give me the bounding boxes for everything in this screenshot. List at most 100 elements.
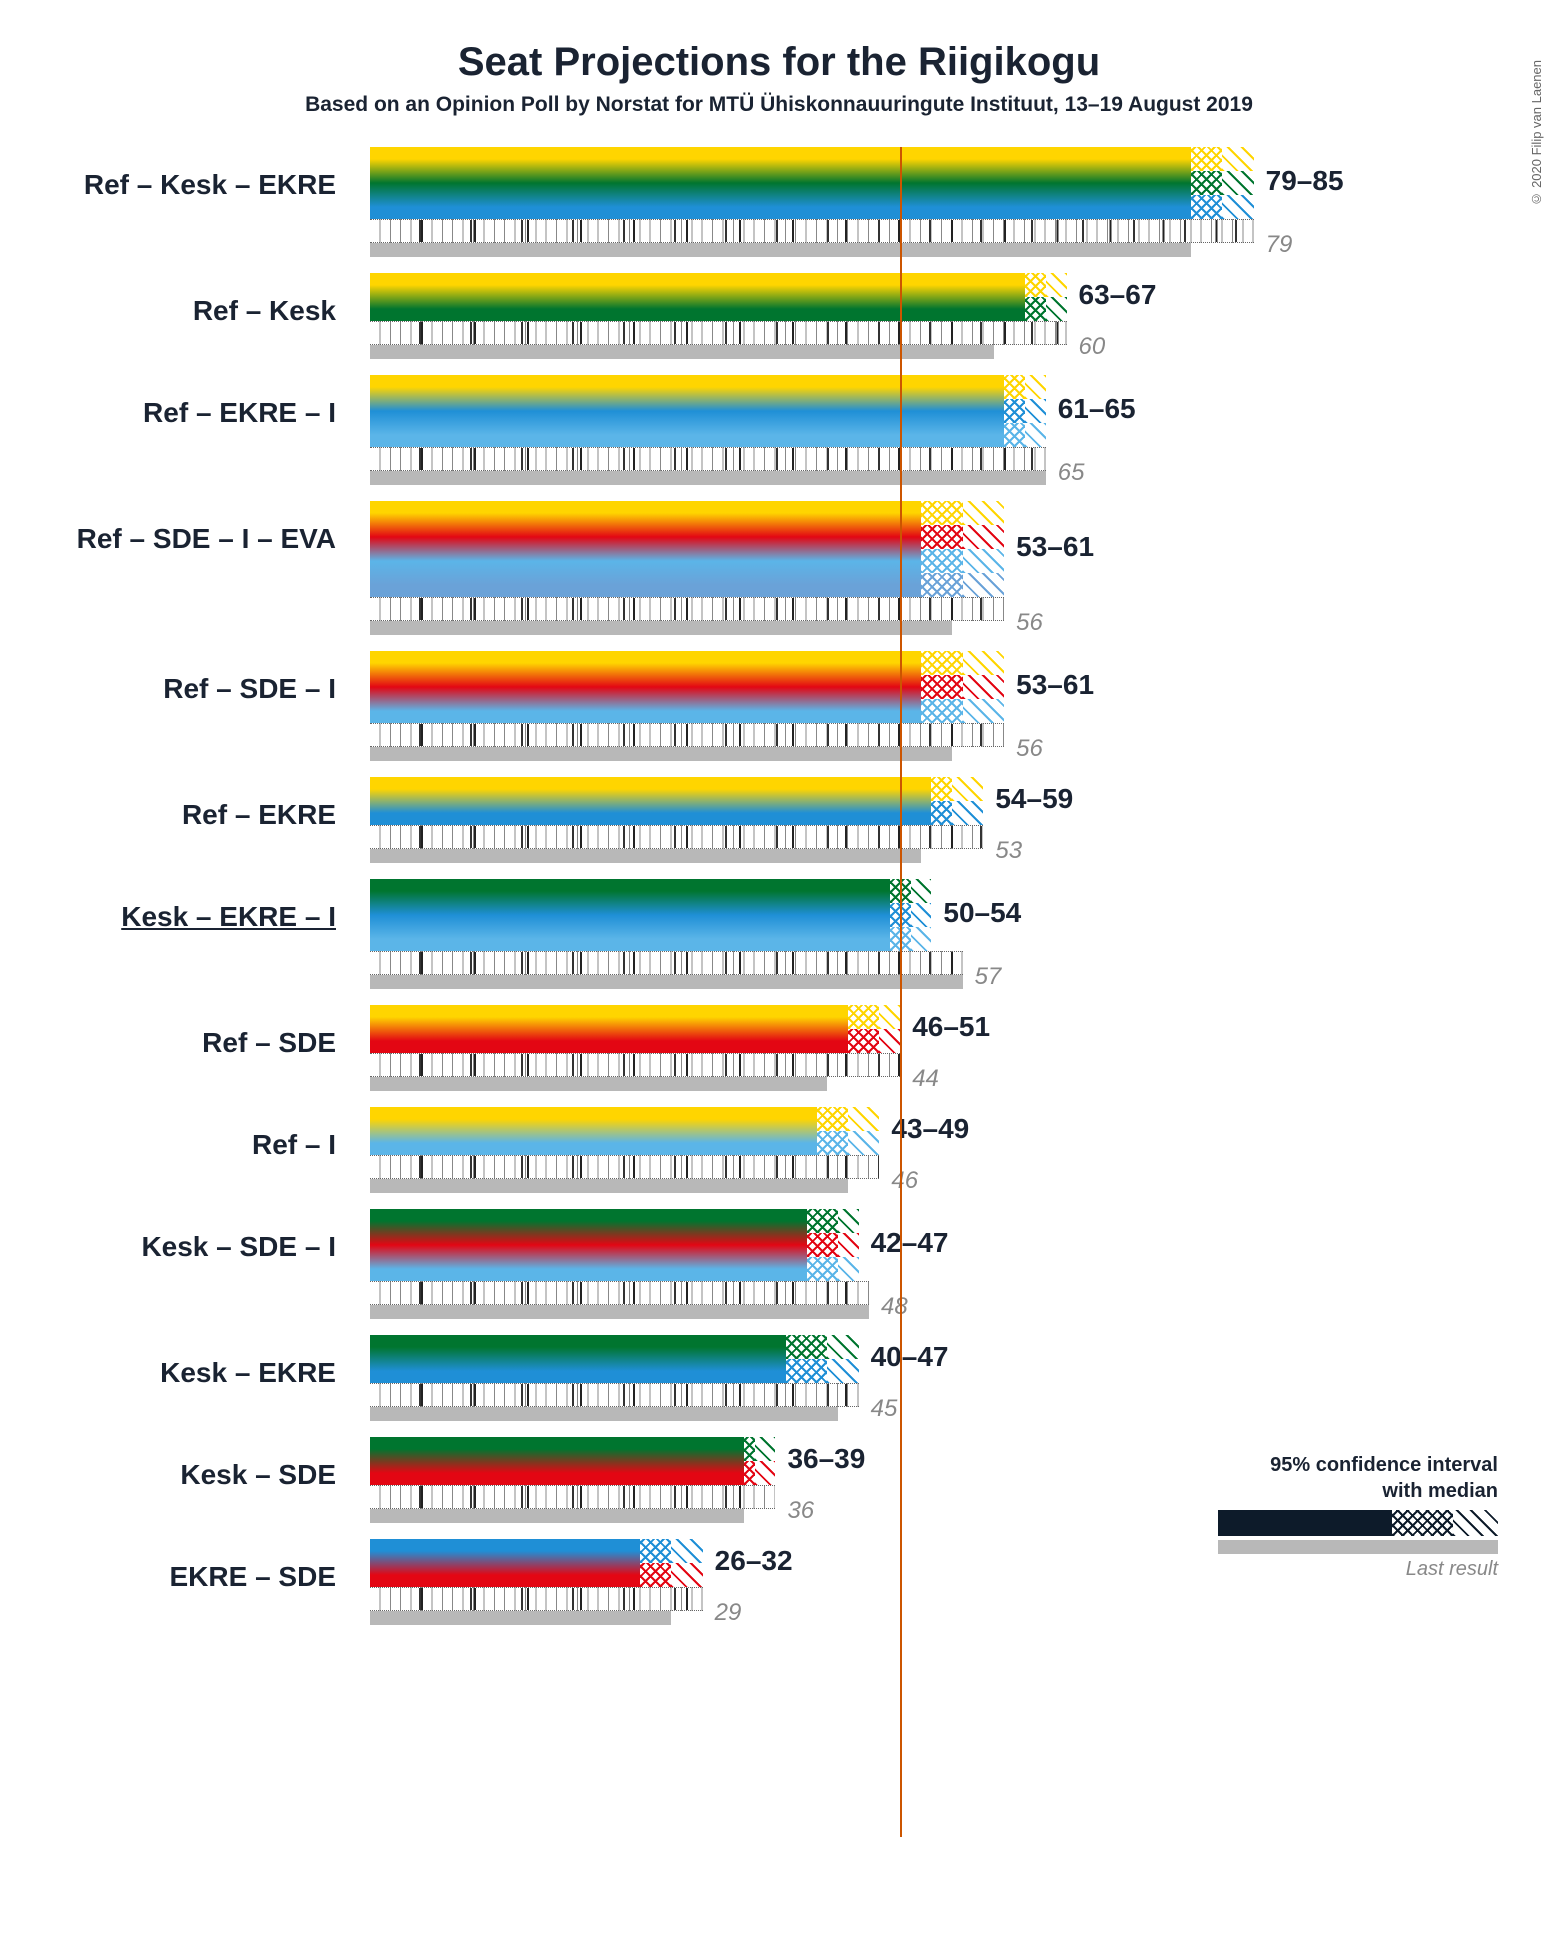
coalition-row: Kesk – SDE – I42–4748: [370, 1209, 1420, 1323]
coalition-row: Ref – EKRE – I61–6565: [370, 375, 1420, 489]
last-result-bar: [370, 1407, 838, 1421]
coalition-row: Kesk – EKRE40–4745: [370, 1335, 1420, 1425]
party-bar: [370, 801, 983, 825]
range-label: 50–54: [943, 897, 1021, 929]
coalition-row: Ref – Kesk63–6760: [370, 273, 1420, 363]
bar-stack: [370, 1437, 775, 1485]
party-bar: [370, 1005, 900, 1029]
chart-area: Ref – Kesk – EKRE79–8579Ref – Kesk63–676…: [370, 147, 1420, 1629]
party-bar: [370, 1029, 900, 1053]
last-result-bar: [370, 747, 952, 761]
bar-stack: [370, 1335, 859, 1383]
party-bar: [370, 525, 1004, 549]
last-result-label: 57: [975, 963, 1002, 991]
bar-stack: [370, 879, 931, 951]
legend-bar: [1218, 1510, 1498, 1536]
coalition-row: Ref – Kesk – EKRE79–8579: [370, 147, 1420, 261]
coalition-label: Ref – EKRE: [50, 799, 350, 831]
ruler: [370, 1281, 869, 1305]
ruler: [370, 447, 1046, 471]
bar-stack: [370, 1539, 703, 1587]
ruler: [370, 1485, 775, 1509]
last-result-label: 56: [1016, 735, 1043, 763]
last-result-label: 79: [1266, 231, 1293, 259]
party-bar: [370, 273, 1067, 297]
coalition-row: Ref – EKRE54–5953: [370, 777, 1420, 867]
legend: 95% confidence intervalwith median Last …: [1178, 1452, 1498, 1581]
party-bar: [370, 1359, 859, 1383]
bar-stack: [370, 273, 1067, 321]
last-result-bar: [370, 849, 921, 863]
coalition-label: Kesk – EKRE: [50, 1357, 350, 1389]
ruler: [370, 951, 963, 975]
range-label: 79–85: [1266, 165, 1344, 197]
ruler: [370, 321, 1067, 345]
party-bar: [370, 297, 1067, 321]
ruler: [370, 723, 1004, 747]
bar-stack: [370, 501, 1004, 597]
party-bar: [370, 1233, 859, 1257]
range-label: 46–51: [912, 1011, 990, 1043]
coalition-label: Ref – Kesk – EKRE: [50, 169, 350, 201]
coalition-label: Ref – EKRE – I: [50, 397, 350, 429]
coalition-label: Kesk – SDE – I: [50, 1231, 350, 1263]
last-result-bar: [370, 471, 1046, 485]
party-bar: [370, 927, 931, 951]
party-bar: [370, 1209, 859, 1233]
chart-title: Seat Projections for the Riigikogu: [50, 40, 1508, 85]
legend-ci-text: 95% confidence intervalwith median: [1178, 1452, 1498, 1504]
party-bar: [370, 1563, 703, 1587]
coalition-row: Ref – SDE – I53–6156: [370, 651, 1420, 765]
party-bar: [370, 1461, 775, 1485]
party-bar: [370, 423, 1046, 447]
party-bar: [370, 699, 1004, 723]
bar-stack: [370, 147, 1254, 219]
party-bar: [370, 675, 1004, 699]
last-result-label: 36: [787, 1497, 814, 1525]
ruler: [370, 597, 1004, 621]
party-bar: [370, 1107, 879, 1131]
last-result-bar: [370, 1305, 869, 1319]
coalition-label: Ref – Kesk: [50, 295, 350, 327]
range-label: 54–59: [995, 783, 1073, 815]
legend-last-bar: [1218, 1540, 1498, 1554]
coalition-label: Kesk – EKRE – I: [50, 901, 350, 933]
party-bar: [370, 549, 1004, 573]
ruler: [370, 825, 983, 849]
party-bar: [370, 1437, 775, 1461]
last-result-label: 29: [715, 1599, 742, 1627]
last-result-label: 45: [871, 1395, 898, 1423]
last-result-label: 48: [881, 1293, 908, 1321]
range-label: 42–47: [871, 1227, 949, 1259]
coalition-row: Ref – SDE46–5144: [370, 1005, 1420, 1095]
party-bar: [370, 1335, 859, 1359]
party-bar: [370, 147, 1254, 171]
ruler: [370, 219, 1254, 243]
last-result-bar: [370, 1509, 744, 1523]
party-bar: [370, 1539, 703, 1563]
party-bar: [370, 171, 1254, 195]
bar-stack: [370, 651, 1004, 723]
ruler: [370, 1155, 879, 1179]
coalition-label: Kesk – SDE: [50, 1459, 350, 1491]
coalition-row: Kesk – EKRE – I50–5457: [370, 879, 1420, 993]
party-bar: [370, 903, 931, 927]
last-result-bar: [370, 243, 1191, 257]
party-bar: [370, 777, 983, 801]
coalition-label: Ref – I: [50, 1129, 350, 1161]
party-bar: [370, 399, 1046, 423]
range-label: 53–61: [1016, 669, 1094, 701]
party-bar: [370, 375, 1046, 399]
last-result-label: 44: [912, 1065, 939, 1093]
range-label: 61–65: [1058, 393, 1136, 425]
range-label: 53–61: [1016, 531, 1094, 563]
copyright-text: © 2020 Filip van Laenen: [1529, 60, 1544, 207]
bar-stack: [370, 375, 1046, 447]
coalition-label: Ref – SDE – I – EVA: [50, 523, 350, 555]
party-bar: [370, 573, 1004, 597]
last-result-label: 60: [1079, 333, 1106, 361]
coalition-row: Ref – SDE – I – EVA53–6156: [370, 501, 1420, 639]
range-label: 40–47: [871, 1341, 949, 1373]
bar-stack: [370, 1209, 859, 1281]
party-bar: [370, 501, 1004, 525]
